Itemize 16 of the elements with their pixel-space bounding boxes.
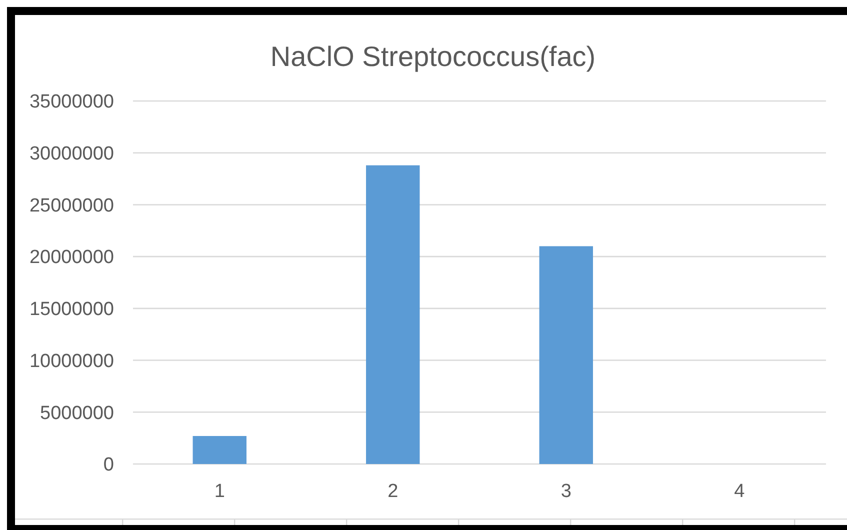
y-tick-label: 20000000 [29, 247, 114, 268]
y-tick-label: 0 [103, 454, 114, 476]
bar [366, 165, 420, 464]
chart-title: NaClO Streptococcus(fac) [270, 41, 596, 72]
bar [192, 436, 246, 464]
y-tick-label: 35000000 [29, 92, 114, 113]
y-tick-label: 30000000 [29, 144, 114, 165]
y-tick-label: 10000000 [29, 350, 114, 372]
y-tick-label: 25000000 [29, 195, 114, 216]
y-tick-label: 5000000 [40, 402, 114, 424]
x-tick-label: 2 [388, 481, 398, 502]
x-tick-label: 1 [214, 481, 225, 502]
y-tick-label: 15000000 [29, 299, 114, 320]
x-tick-label: 4 [734, 481, 746, 502]
x-tick-label: 3 [560, 481, 572, 502]
bar [539, 246, 593, 464]
